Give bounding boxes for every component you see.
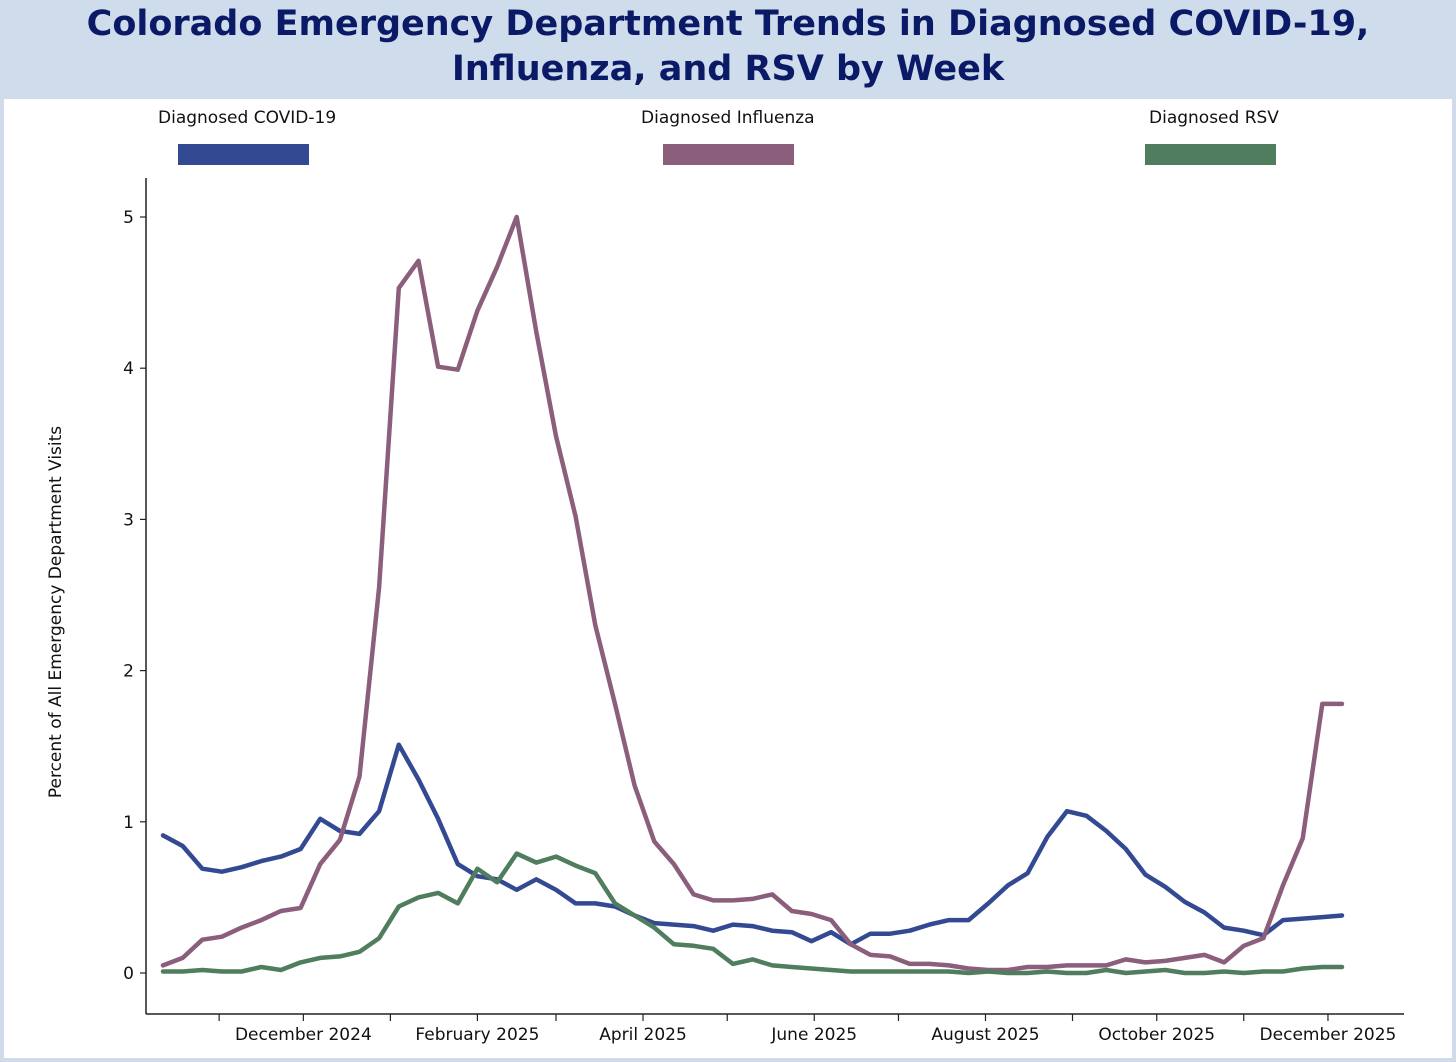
y-tick-label: 0	[123, 964, 134, 984]
series-line-rsv	[160, 851, 1345, 976]
legend-label-influenza: Diagnosed Influenza	[641, 108, 815, 128]
legend-label-covid: Diagnosed COVID-19	[158, 108, 337, 128]
series-layer	[160, 214, 1345, 976]
legend-swatch-influenza	[663, 144, 794, 165]
series-line-influenza	[160, 214, 1345, 973]
x-tick-label: February 2025	[415, 1025, 539, 1045]
y-tick-label: 5	[123, 208, 134, 228]
y-tick-label: 4	[123, 359, 134, 379]
axes: 0 1 2 3 4 5 Percent of All Emergency Departmen…	[46, 178, 1404, 1045]
x-tick-label: October 2025	[1098, 1025, 1215, 1045]
x-tick-label: December 2024	[235, 1025, 372, 1045]
x-tick-label: June 2025	[770, 1025, 857, 1045]
x-tick-label: August 2025	[931, 1025, 1039, 1045]
legend-swatch-covid	[178, 144, 309, 165]
legend-label-rsv: Diagnosed RSV	[1149, 108, 1279, 128]
y-axis-title: Percent of All Emergency Department Visi…	[46, 426, 66, 798]
x-tick-label: April 2025	[599, 1025, 687, 1045]
chart-title: Colorado Emergency Department Trends in …	[86, 4, 1370, 89]
y-tick-label: 2	[123, 662, 134, 682]
y-tick-label: 3	[123, 510, 134, 530]
title-band: Colorado Emergency Department Trends in …	[0, 0, 1456, 99]
series-line-covid	[160, 742, 1345, 947]
y-tick-label: 1	[123, 813, 134, 833]
x-tick-label: December 2025	[1260, 1025, 1397, 1045]
legend-swatch-rsv	[1145, 144, 1276, 165]
